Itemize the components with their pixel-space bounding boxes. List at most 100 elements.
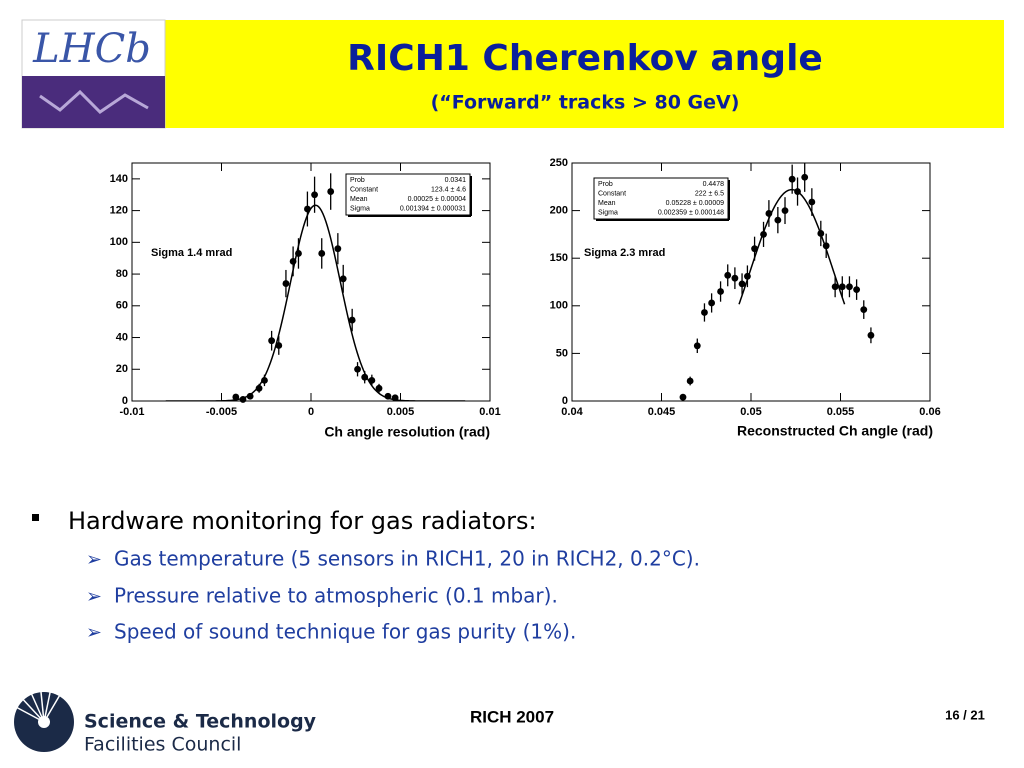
- data-point: [788, 175, 796, 183]
- data-point: [693, 342, 701, 350]
- x-axis-label: Ch angle resolution (rad): [324, 424, 490, 440]
- data-point: [375, 384, 383, 392]
- data-point: [708, 299, 716, 307]
- y-tick-label: 50: [556, 347, 568, 359]
- stats-name: Constant: [350, 186, 378, 193]
- stats-name: Sigma: [350, 205, 370, 212]
- stats-value: 0.001394 ± 0.000031: [400, 205, 466, 212]
- data-point: [686, 377, 694, 385]
- data-point: [867, 331, 875, 339]
- sub-bullet: Pressure relative to atmospheric (0.1 mb…: [114, 584, 558, 608]
- data-point: [311, 191, 318, 199]
- logo-lower: [22, 76, 165, 128]
- y-tick-label: 80: [116, 268, 128, 280]
- stfc-logo: [13, 681, 74, 752]
- x-tick-label: 0: [308, 406, 314, 418]
- data-point: [801, 173, 809, 181]
- logo-text: LHCb: [32, 26, 151, 72]
- org-name: Facilities Council: [84, 734, 241, 756]
- y-tick-label: 120: [110, 205, 128, 217]
- data-point: [731, 274, 739, 282]
- y-tick-label: 250: [550, 157, 568, 169]
- stats-value: 0.4478: [703, 181, 725, 188]
- x-tick-label: 0.005: [387, 406, 415, 418]
- sub-bullet: Gas temperature (5 sensors in RICH1, 20 …: [114, 547, 700, 571]
- stats-name: Prob: [350, 177, 365, 184]
- data-point: [348, 316, 356, 324]
- stats-value: 0.00025 ± 0.00004: [408, 196, 466, 203]
- sub-marker: ➢: [86, 586, 102, 608]
- x-tick-label: 0.01: [479, 406, 500, 418]
- bullet-marker: [32, 514, 39, 521]
- stats-value: 123.4 ± 4.6: [431, 186, 466, 193]
- stats-value: 0.05228 ± 0.00009: [666, 200, 724, 207]
- data-point: [327, 188, 335, 195]
- data-point: [268, 337, 276, 345]
- data-point: [738, 280, 746, 288]
- y-tick-label: 0: [562, 395, 568, 407]
- data-point: [354, 365, 361, 373]
- y-tick-label: 20: [116, 363, 128, 375]
- data-point: [339, 275, 347, 283]
- data-point: [282, 280, 290, 287]
- data-point: [838, 283, 846, 291]
- title: RICH1 Cherenkov angle: [347, 38, 823, 79]
- annotation: Sigma 1.4 mrad: [151, 247, 232, 259]
- stats-name: Sigma: [598, 209, 618, 216]
- x-tick-label: 0.04: [561, 406, 583, 418]
- annotation: Sigma 2.3 mrad: [584, 247, 665, 259]
- bullet-main: Hardware monitoring for gas radiators:: [68, 507, 537, 535]
- fit-curve: [165, 204, 466, 401]
- footer-event: RICH 2007: [470, 707, 554, 726]
- sub-bullet: Speed of sound technique for gas purity …: [114, 620, 576, 644]
- header-band: [165, 20, 1004, 128]
- stats-value: 222 ± 6.5: [695, 190, 724, 197]
- stats-name: Constant: [598, 190, 626, 197]
- y-tick-label: 40: [116, 331, 128, 343]
- data-point: [846, 283, 853, 291]
- stats-box: [345, 173, 471, 216]
- data-point: [774, 216, 782, 224]
- data-point: [318, 250, 326, 257]
- stats-box: [593, 177, 729, 220]
- y-tick-label: 60: [116, 300, 128, 312]
- x-tick-label: -0.01: [119, 406, 144, 418]
- data-point: [255, 384, 263, 392]
- sub-marker: ➢: [86, 622, 102, 644]
- data-point: [724, 271, 732, 279]
- stats-name: Mean: [350, 196, 368, 203]
- data-point: [232, 393, 240, 401]
- data-point: [246, 392, 254, 400]
- y-tick-label: 0: [122, 395, 128, 407]
- logo-reflection: [39, 89, 149, 114]
- x-tick-label: 0.045: [648, 406, 676, 418]
- data-point: [701, 309, 708, 316]
- data-point: [853, 286, 861, 294]
- org-name: Science & Technology: [84, 711, 317, 733]
- sub-marker: ➢: [86, 549, 102, 571]
- x-tick-label: 0.05: [740, 406, 761, 418]
- x-tick-label: 0.06: [919, 406, 940, 418]
- data-point: [831, 283, 839, 291]
- y-tick-label: 150: [550, 252, 568, 264]
- x-tick-label: -0.005: [206, 406, 237, 418]
- data-point: [717, 288, 724, 295]
- data-point: [334, 245, 342, 253]
- stats-value: 0.0341: [445, 177, 467, 184]
- data-point: [781, 207, 789, 215]
- x-axis-label: Reconstructed Ch angle (rad): [737, 423, 933, 439]
- fit-curve: [738, 188, 846, 305]
- page-number: 16 / 21: [945, 707, 985, 722]
- y-tick-label: 200: [550, 205, 568, 217]
- data-point: [860, 306, 868, 314]
- stats-name: Mean: [598, 200, 616, 207]
- stats-name: Prob: [598, 181, 613, 188]
- y-tick-label: 140: [110, 173, 128, 185]
- data-point: [679, 393, 687, 401]
- y-tick-label: 100: [550, 300, 568, 312]
- subtitle: (“Forward” tracks > 80 GeV): [431, 92, 740, 114]
- y-tick-label: 100: [110, 236, 128, 248]
- stats-value: 0.002359 ± 0.000148: [658, 209, 724, 216]
- data-point: [808, 198, 816, 206]
